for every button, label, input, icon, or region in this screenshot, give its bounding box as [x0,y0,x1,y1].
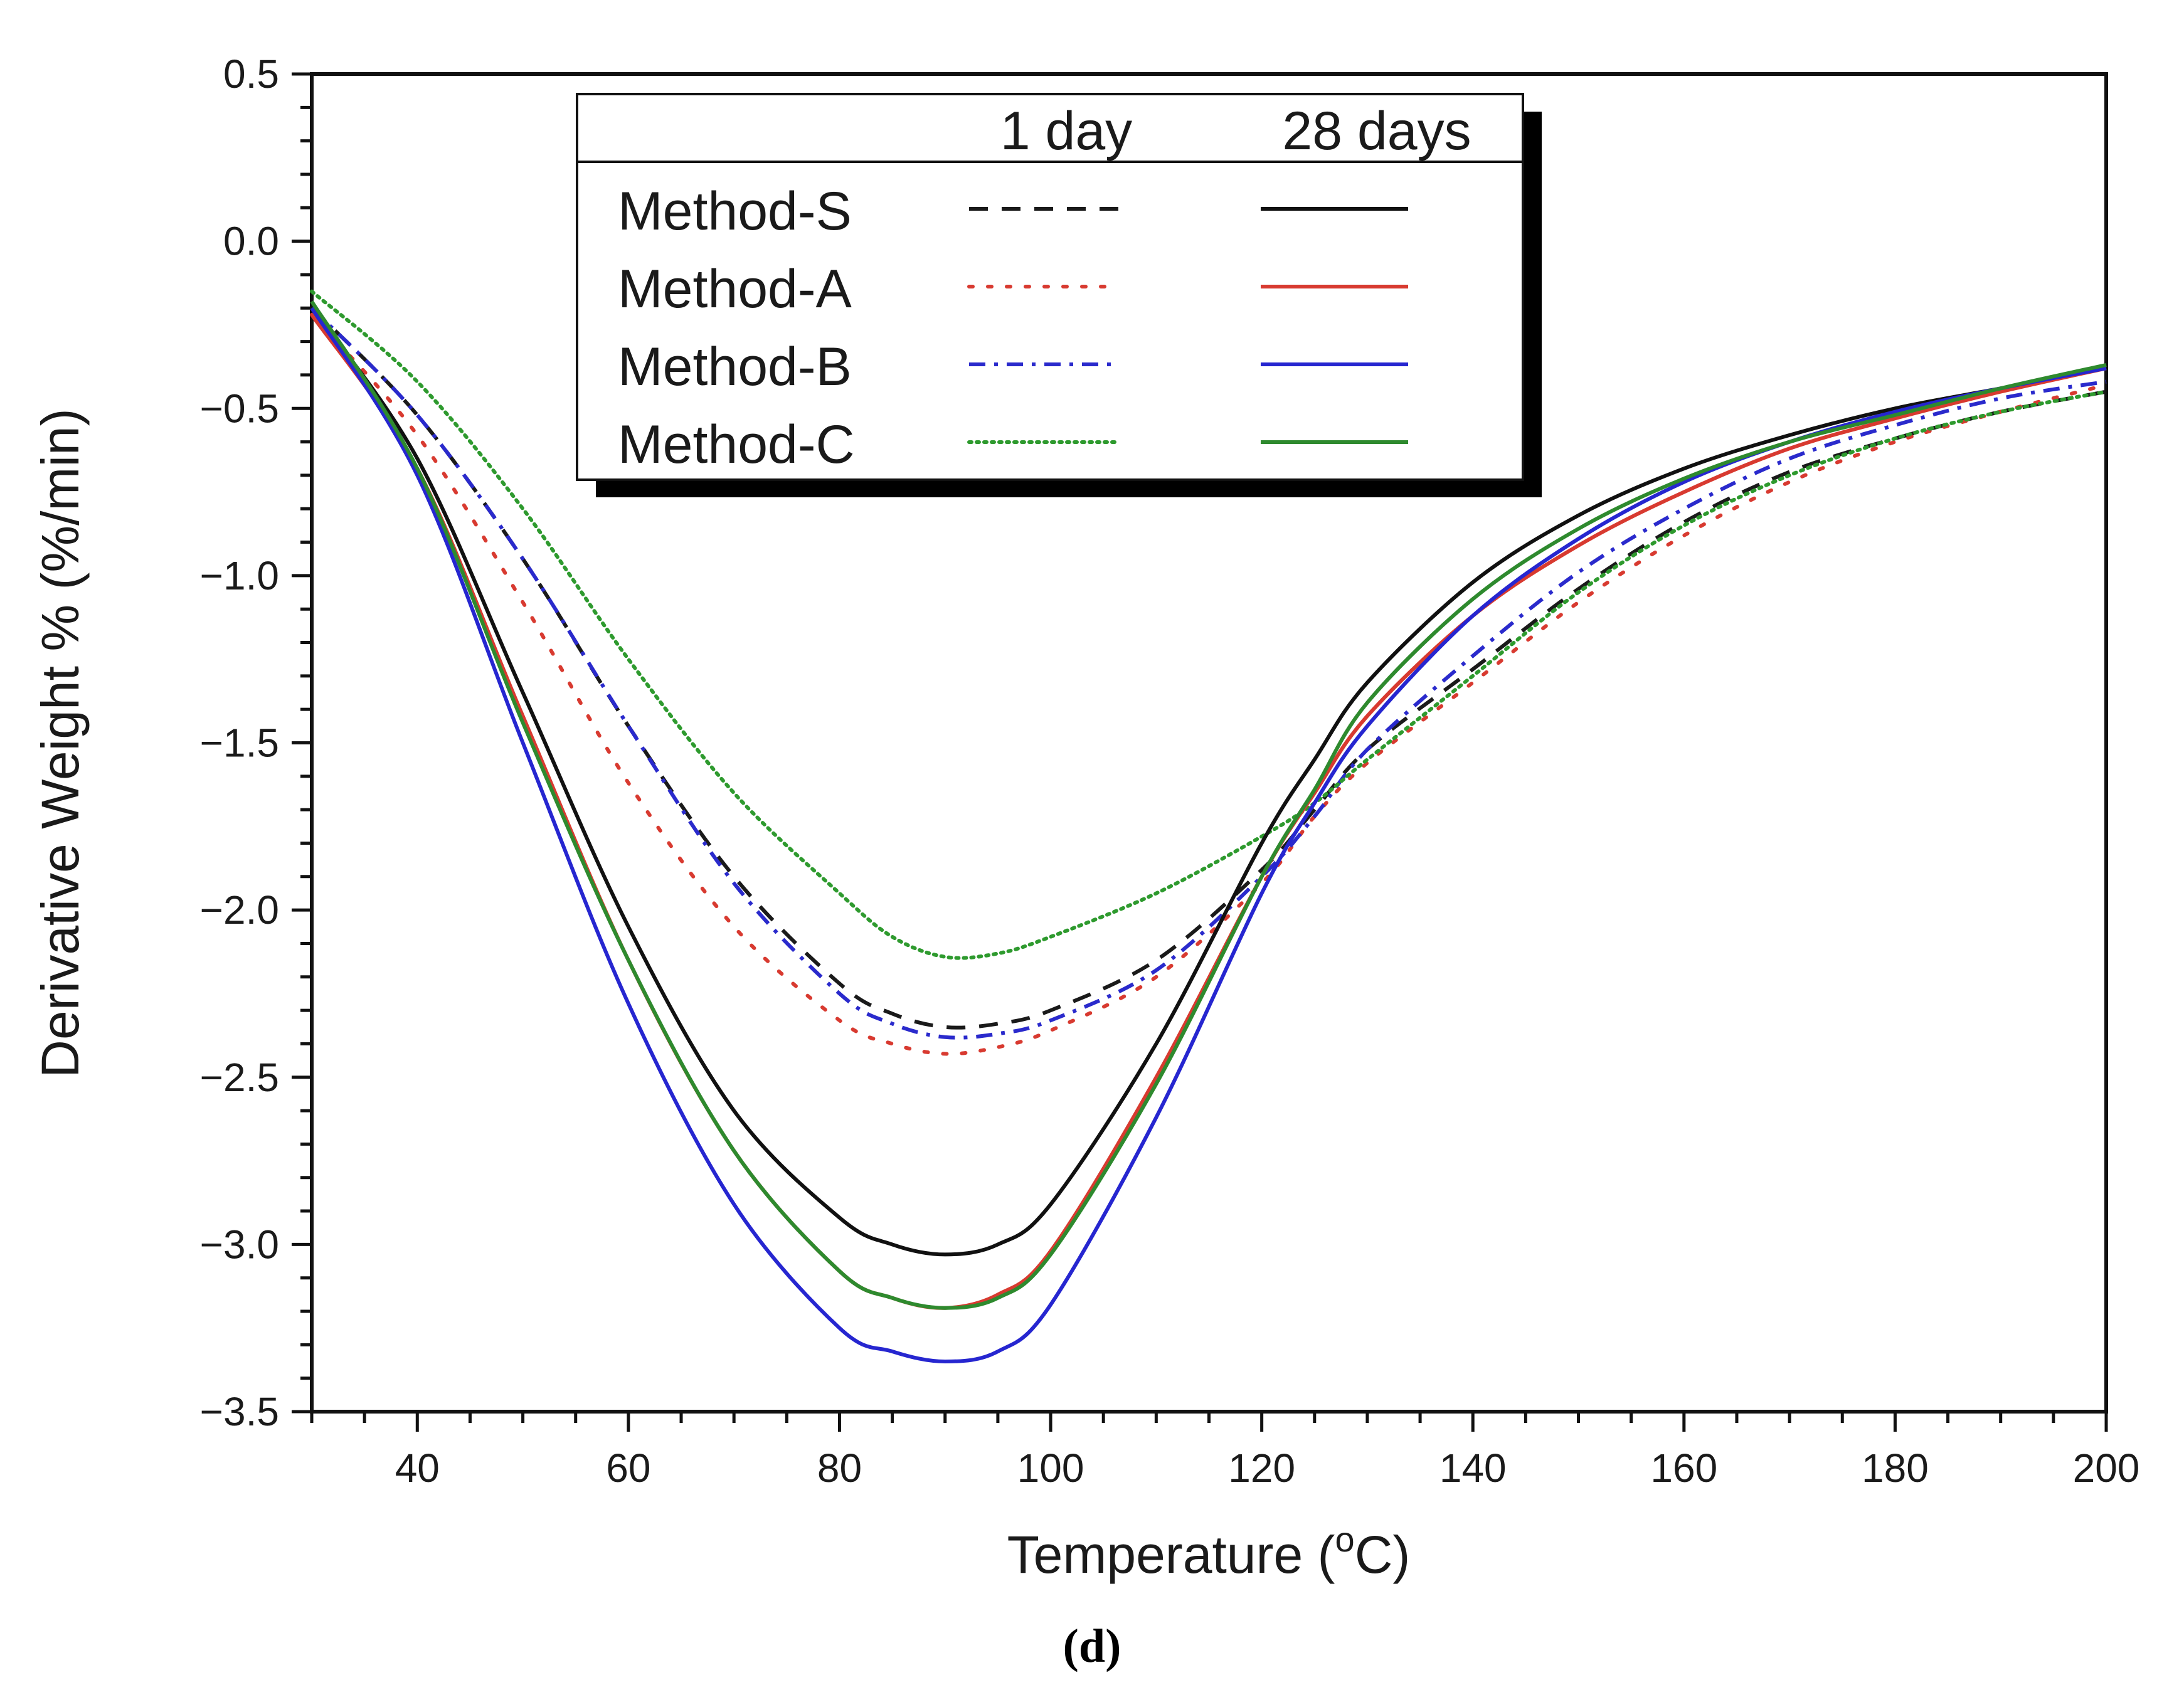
x-tick-label: 40 [395,1446,440,1491]
y-axis-title: Derivative Weight % (%/min) [31,408,90,1077]
legend-swatches [967,207,1408,444]
x-tick-label: 180 [1862,1446,1929,1491]
y-tick-label: −0.5 [200,386,279,431]
x-tick-label: 160 [1650,1446,1717,1491]
legend-label-method-s: Method-S [618,181,852,241]
x-axis-title-main: Temperature ( [1007,1525,1335,1584]
tick-labels: 40 60 80 100 120 140 160 180 200 0.5 0.0 −0.5 −1.0 −1… [200,51,2140,1491]
y-tick-label: 0.5 [223,51,279,97]
y-tick-label: −1.0 [200,553,279,598]
y-tick-label: −3.0 [200,1222,279,1267]
x-axis-title-sup: o [1335,1520,1355,1559]
x-tick-label: 80 [817,1446,862,1491]
axis-ticks [292,72,2108,1432]
x-tick-label: 140 [1439,1446,1507,1491]
series-line-method-c-28-days [310,300,2107,1310]
x-tick-label: 100 [1017,1446,1084,1491]
panel-label: (d) [1063,1620,1121,1673]
x-axis-title-unit: C) [1355,1525,1411,1584]
series-line-method-c-1-day [310,289,2108,960]
legend: 1 day 28 days Method-S Method-A Method-B… [576,93,1542,497]
y-tick-label: −1.5 [200,721,279,766]
y-tick-label: −2.0 [200,887,279,933]
series-line-method-b-1-day [310,307,2107,1040]
legend-label-method-c: Method-C [618,415,855,475]
y-tick-label: −3.5 [200,1389,279,1434]
y-tick-label: −2.5 [200,1055,279,1100]
x-tick-label: 60 [606,1446,650,1491]
series-line-method-a-1-day [310,312,2108,1056]
legend-header-1day: 1 day [1000,101,1132,161]
x-tick-label: 200 [2073,1446,2140,1491]
legend-label-method-a: Method-A [618,259,852,319]
x-axis-title: Temperature (oC) [1007,1520,1411,1584]
legend-label-method-b: Method-B [618,337,852,397]
y-tick-label: 0.0 [223,219,279,264]
series-layer [310,289,2108,1364]
series-line-method-s-28-days [310,307,2107,1257]
x-tick-label: 120 [1228,1446,1295,1491]
legend-header-28days: 28 days [1282,101,1471,161]
